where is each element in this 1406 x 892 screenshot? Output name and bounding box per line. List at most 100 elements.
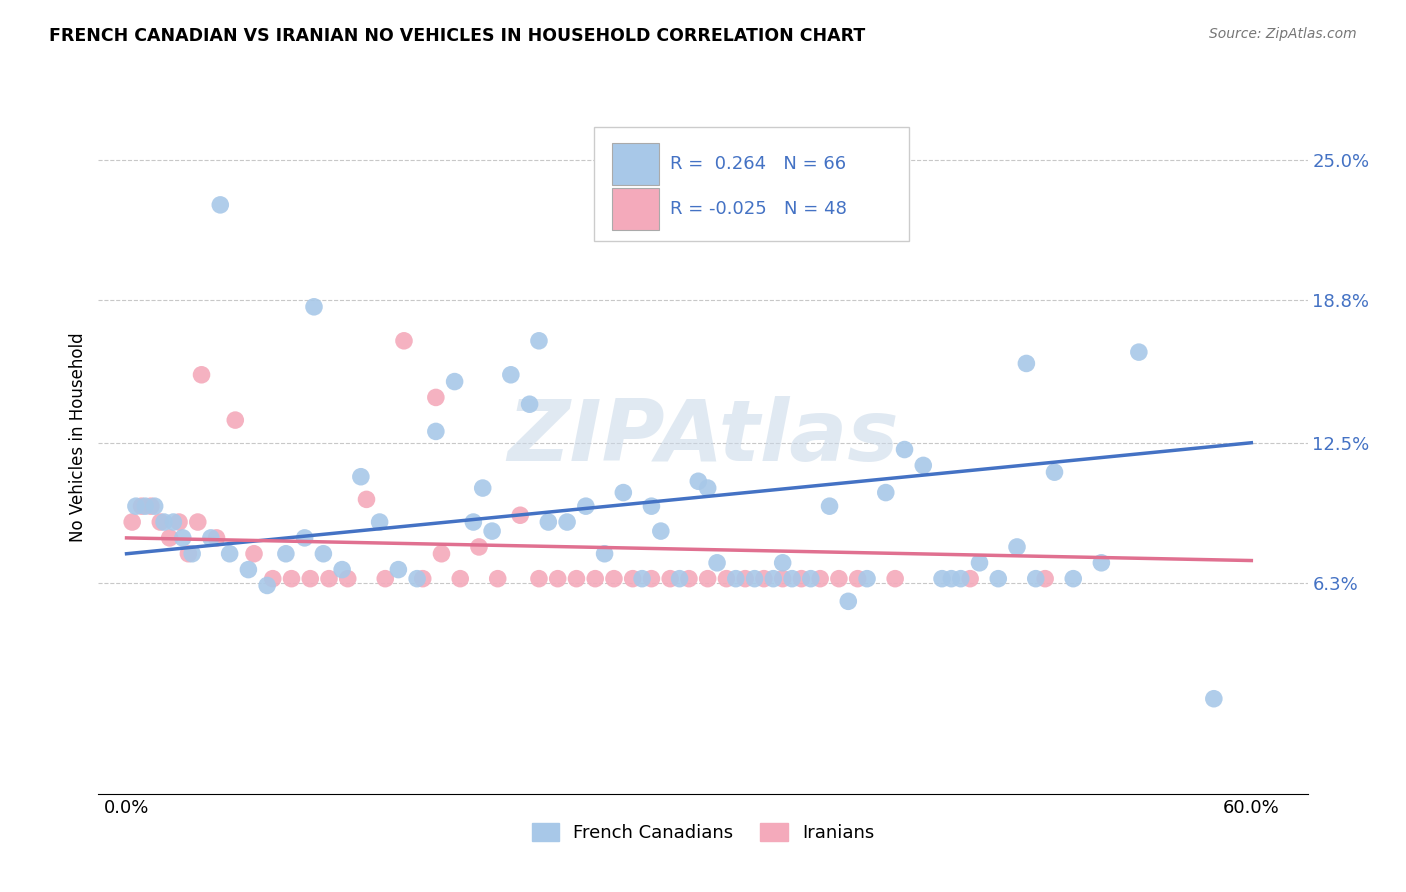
Point	[205, 531, 228, 545]
Text: R = -0.025   N = 48: R = -0.025 N = 48	[671, 200, 848, 218]
Point	[1062, 572, 1084, 586]
Point	[280, 572, 302, 586]
Point	[153, 515, 176, 529]
Point	[762, 572, 785, 586]
Point	[884, 572, 907, 586]
Point	[125, 499, 148, 513]
Text: Source: ZipAtlas.com: Source: ZipAtlas.com	[1209, 27, 1357, 41]
Point	[330, 563, 353, 577]
Point	[167, 515, 190, 529]
Point	[696, 572, 718, 586]
Point	[463, 515, 485, 529]
Point	[159, 531, 181, 545]
Point	[200, 531, 222, 545]
Point	[1128, 345, 1150, 359]
Point	[772, 556, 794, 570]
FancyBboxPatch shape	[595, 127, 908, 241]
Point	[449, 572, 471, 586]
Point	[190, 368, 212, 382]
Point	[734, 572, 756, 586]
Point	[134, 499, 156, 513]
Point	[696, 481, 718, 495]
Point	[668, 572, 690, 586]
Point	[856, 572, 879, 586]
Point	[387, 563, 409, 577]
FancyBboxPatch shape	[613, 143, 659, 186]
Point	[1025, 572, 1047, 586]
Point	[406, 572, 429, 586]
Point	[565, 572, 588, 586]
Point	[177, 547, 200, 561]
Y-axis label: No Vehicles in Household: No Vehicles in Household	[69, 332, 87, 542]
Point	[1005, 540, 1028, 554]
Point	[716, 572, 738, 586]
Point	[209, 198, 232, 212]
Point	[659, 572, 682, 586]
Point	[243, 547, 266, 561]
Point	[443, 375, 465, 389]
Point	[603, 572, 626, 586]
Point	[987, 572, 1010, 586]
Point	[837, 594, 859, 608]
Point	[527, 572, 550, 586]
Point	[392, 334, 415, 348]
Point	[238, 563, 260, 577]
Point	[430, 547, 453, 561]
Point	[640, 499, 662, 513]
Legend: French Canadians, Iranians: French Canadians, Iranians	[524, 815, 882, 849]
Point	[706, 556, 728, 570]
Point	[218, 547, 240, 561]
Point	[499, 368, 522, 382]
Point	[172, 531, 194, 545]
Point	[131, 499, 153, 513]
Point	[350, 469, 373, 483]
Point	[744, 572, 766, 586]
Point	[1033, 572, 1056, 586]
Point	[527, 334, 550, 348]
Point	[374, 572, 396, 586]
Point	[678, 572, 700, 586]
Point	[941, 572, 963, 586]
Point	[688, 475, 710, 489]
Point	[547, 572, 569, 586]
Point	[412, 572, 434, 586]
Point	[969, 556, 991, 570]
Point	[368, 515, 391, 529]
Point	[949, 572, 972, 586]
Point	[299, 572, 322, 586]
Point	[893, 442, 915, 457]
Point	[612, 485, 634, 500]
Point	[336, 572, 359, 586]
Point	[621, 572, 644, 586]
Point	[425, 425, 447, 439]
Point	[318, 572, 340, 586]
Text: R =  0.264   N = 66: R = 0.264 N = 66	[671, 155, 846, 173]
Text: ZIPAtlas: ZIPAtlas	[508, 395, 898, 479]
Point	[139, 499, 162, 513]
Point	[808, 572, 831, 586]
Point	[631, 572, 654, 586]
Point	[486, 572, 509, 586]
Text: FRENCH CANADIAN VS IRANIAN NO VEHICLES IN HOUSEHOLD CORRELATION CHART: FRENCH CANADIAN VS IRANIAN NO VEHICLES I…	[49, 27, 866, 45]
Point	[818, 499, 841, 513]
Point	[312, 547, 335, 561]
Point	[256, 578, 278, 592]
Point	[724, 572, 747, 586]
Point	[143, 499, 166, 513]
Point	[224, 413, 246, 427]
FancyBboxPatch shape	[613, 188, 659, 230]
Point	[509, 508, 531, 523]
Point	[875, 485, 897, 500]
Point	[650, 524, 672, 538]
Point	[752, 572, 775, 586]
Point	[537, 515, 560, 529]
Point	[1090, 556, 1112, 570]
Point	[187, 515, 209, 529]
Point	[959, 572, 981, 586]
Point	[846, 572, 869, 586]
Point	[640, 572, 662, 586]
Point	[294, 531, 316, 545]
Point	[593, 547, 616, 561]
Point	[471, 481, 494, 495]
Point	[780, 572, 803, 586]
